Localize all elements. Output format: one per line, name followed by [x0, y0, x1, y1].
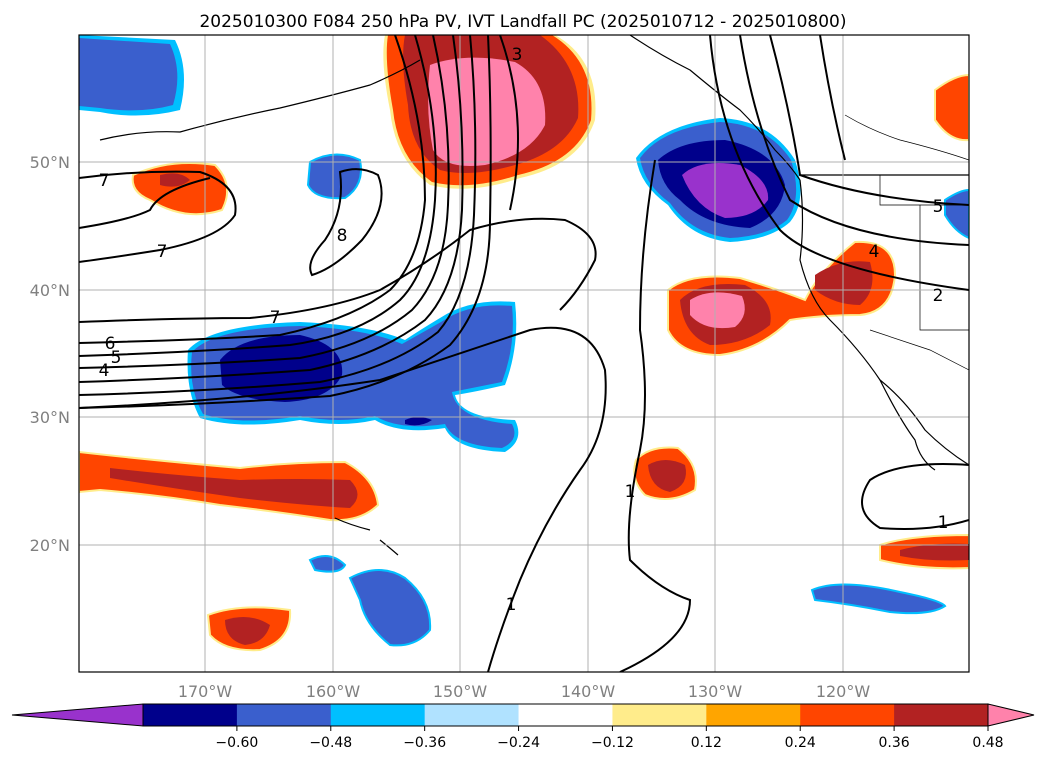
colorbar-frame	[142, 703, 989, 727]
contour-label: 4	[99, 361, 110, 381]
contour-6	[819, 35, 846, 161]
pv-min-region	[220, 335, 343, 402]
contour-label: 1	[506, 595, 517, 615]
contour-1	[79, 35, 492, 409]
colorbar-tick-label: 0.36	[879, 735, 910, 751]
colorbar-tick-label: −0.24	[497, 735, 540, 751]
colorbar-tick-label: −0.60	[215, 735, 258, 751]
colorbar-tick-label: −0.12	[591, 735, 634, 751]
pv-positive-region	[900, 543, 969, 561]
contour-1	[861, 463, 969, 530]
lon-label: 170°W	[178, 682, 233, 701]
colorbar-swatch	[800, 704, 895, 726]
contour-label: 5	[111, 348, 122, 368]
contour-label: 5	[933, 197, 944, 217]
colorbar-tick-label: −0.48	[309, 735, 352, 751]
pv-negative-region	[810, 583, 947, 615]
pv-negative-region	[308, 555, 347, 573]
lon-label: 120°W	[816, 682, 871, 701]
aleutian-islands	[99, 59, 421, 141]
contour-label: 6	[105, 334, 116, 354]
pv-positive-region	[110, 468, 358, 508]
pv-negative-region	[348, 569, 432, 647]
longitude-labels: 170°W 160°W 150°W 140°W 130°W 120°W	[178, 682, 871, 701]
colorbar-tick-label: −0.36	[403, 735, 446, 751]
alaska-coastline	[629, 35, 801, 181]
contour-5	[769, 35, 969, 206]
pv-positive-region	[815, 261, 873, 305]
latitude-labels: 50°N 40°N 30°N 20°N	[30, 153, 70, 555]
colorbar-tick-label: 0.48	[972, 735, 1003, 751]
contour-4	[739, 35, 969, 246]
pv-negative-region	[405, 417, 432, 426]
contour-labels: 7 7 7 8 6 5 4 3 1 1 1 5 4 2	[99, 45, 949, 615]
contour-label: 2	[933, 286, 944, 306]
map-panel: 7 7 7 8 6 5 4 3 1 1 1 5 4 2	[78, 34, 970, 673]
map-title: 2025010300 F084 250 hPa PV, IVT Landfall…	[199, 12, 846, 32]
colorbar-swatch	[424, 704, 520, 726]
contour-5	[79, 35, 437, 357]
contour-label: 7	[99, 171, 110, 191]
contour-4	[79, 35, 450, 369]
contour-1	[619, 159, 692, 672]
colorbar: −0.60 −0.48 −0.36 −0.24 −0.12 0.12 0.24 0.36 0.4…	[11, 703, 1035, 751]
pv-max-region	[428, 57, 546, 166]
colorbar-swatch	[236, 704, 332, 726]
colorbar-extend-max	[987, 703, 1035, 727]
coastlines	[99, 35, 969, 556]
colorbar-swatch	[706, 704, 801, 726]
colorbar-swatch	[612, 704, 707, 726]
contour-8	[309, 168, 383, 277]
lon-label: 140°W	[561, 682, 616, 701]
pv-negative-region	[79, 38, 178, 111]
canada-borders	[844, 114, 969, 161]
lon-label: 150°W	[433, 682, 488, 701]
contour-3	[79, 35, 464, 383]
contour-2	[79, 35, 477, 396]
contour-6	[79, 35, 427, 344]
lat-label: 20°N	[30, 536, 70, 555]
lat-label: 50°N	[30, 153, 70, 172]
colorbar-swatch	[894, 704, 989, 726]
lat-label: 40°N	[30, 281, 70, 300]
contour-label: 3	[512, 45, 523, 65]
pv-negative-region	[306, 153, 362, 200]
contour-7	[79, 217, 597, 323]
baja-california	[879, 379, 936, 471]
contour-7	[79, 177, 211, 229]
hawaii-islands	[334, 517, 399, 556]
contour-label: 7	[157, 242, 168, 262]
pv-positive-region	[160, 173, 190, 187]
contour-1	[79, 326, 607, 672]
ivt-contours	[79, 35, 969, 672]
lon-label: 160°W	[306, 682, 361, 701]
contour-label: 1	[625, 482, 636, 502]
pv-positive-region	[225, 616, 270, 645]
colorbar-swatch	[330, 704, 426, 726]
colorbar-tick-label: 0.12	[691, 735, 722, 751]
contour-label: 7	[270, 308, 281, 328]
colorbar-tick-label: 0.24	[785, 735, 816, 751]
state-borders	[869, 175, 969, 371]
map-frame	[78, 34, 970, 673]
colorbar-extend-min	[11, 703, 144, 727]
contour-7	[79, 170, 237, 263]
colorbar-swatch	[143, 704, 238, 726]
contour-3	[499, 35, 519, 211]
pv-max-region	[690, 292, 745, 329]
pv-negative-region	[944, 188, 969, 240]
contour-label: 4	[869, 242, 880, 262]
north-america-coastline	[799, 179, 969, 466]
colorbar-swatch	[518, 704, 613, 726]
lon-label: 130°W	[688, 682, 743, 701]
gridlines	[79, 35, 969, 672]
contour-2	[709, 35, 969, 291]
contour-label: 1	[938, 513, 949, 533]
contour-label: 8	[337, 226, 348, 246]
pv-positive-region	[934, 73, 969, 142]
pv-positive-region	[648, 460, 686, 492]
lat-label: 30°N	[30, 408, 70, 427]
